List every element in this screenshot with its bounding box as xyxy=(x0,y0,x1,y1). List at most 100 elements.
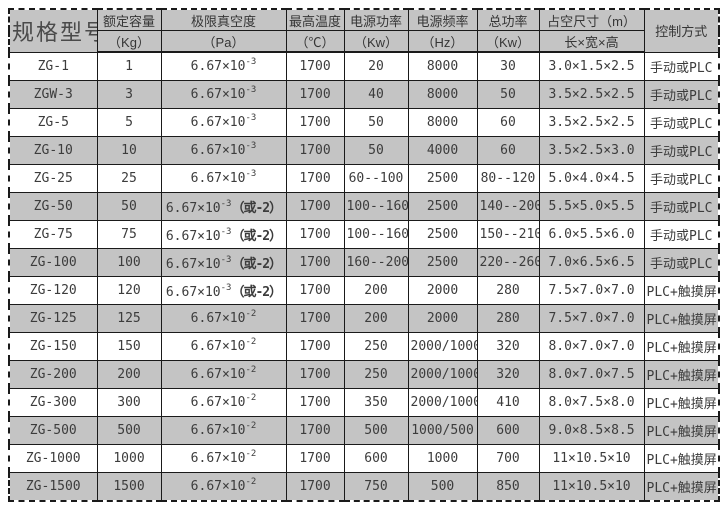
vacuum-base: 6.67×10 xyxy=(165,229,221,244)
cell-capacity: 150 xyxy=(96,332,162,361)
cell-control: 手动或PLC xyxy=(643,192,720,221)
cell-power: 100--160 xyxy=(343,192,409,221)
col-header-control: 控制方式 xyxy=(643,8,720,53)
cell-frequency: 2000/1000 xyxy=(407,332,478,361)
vacuum-base: 6.67×10 xyxy=(165,257,221,272)
cell-control: PLC+触摸屏 xyxy=(643,276,720,305)
vacuum-exponent: -3 xyxy=(245,168,257,179)
cell-temperature: 1700 xyxy=(285,164,345,193)
cell-power: 50 xyxy=(343,108,409,137)
vacuum-note: （或-2） xyxy=(231,257,282,272)
cell-model: ZG-500 xyxy=(8,416,98,445)
table-row: ZG-25 25 6.67×10-3 1700 60--100 2500 80--120 5.… xyxy=(8,164,720,193)
vacuum-base: 6.67×10 xyxy=(190,143,246,158)
cell-size: 3.5×2.5×2.5 xyxy=(538,108,645,137)
table-row: ZG-75 75 6.67×10-3（或-2） 1700 100--160 2500 150… xyxy=(8,220,720,249)
vacuum-base: 6.67×10 xyxy=(190,59,246,74)
vacuum-exponent: -2 xyxy=(245,420,257,431)
cell-model: ZG-1000 xyxy=(8,444,98,473)
cell-total-power: 410 xyxy=(476,388,540,417)
cell-power: 50 xyxy=(343,136,409,165)
cell-control: 手动或PLC xyxy=(643,164,720,193)
cell-size: 3.0×1.5×2.5 xyxy=(538,51,645,81)
vacuum-exponent: -3 xyxy=(245,112,257,123)
col-header-size: 占空尺寸（m） xyxy=(538,8,645,31)
cell-vacuum: 6.67×10-3（或-2） xyxy=(160,276,287,305)
cell-size: 8.0×7.0×7.5 xyxy=(538,360,645,389)
cell-power: 100--160 xyxy=(343,220,409,249)
table-row: ZG-500 500 6.67×10-2 1700 500 1000/500 600 9.0×… xyxy=(8,416,720,445)
col-header-total-power: 总功率 xyxy=(476,8,540,31)
cell-power: 250 xyxy=(343,360,409,389)
cell-capacity: 1500 xyxy=(96,472,162,502)
vacuum-base: 6.67×10 xyxy=(165,201,221,216)
cell-control: PLC+触摸屏 xyxy=(643,388,720,417)
cell-temperature: 1700 xyxy=(285,220,345,249)
cell-capacity: 1 xyxy=(96,51,162,81)
cell-total-power: 30 xyxy=(476,51,540,81)
vacuum-exponent: -3 xyxy=(220,226,232,237)
cell-capacity: 120 xyxy=(96,276,162,305)
spec-table: 规格型号 额定容量 极限真空度 最高温度 电源功率 电源频率 总功率 占空尺寸（… xyxy=(8,8,720,502)
spec-table-body: ZG-1 1 6.67×10-3 1700 20 8000 30 3.0×1.5×2.5 手动或… xyxy=(8,51,720,502)
vacuum-base: 6.67×10 xyxy=(190,451,246,466)
cell-capacity: 125 xyxy=(96,304,162,333)
cell-total-power: 600 xyxy=(476,416,540,445)
vacuum-note: （或-2） xyxy=(231,201,282,216)
cell-frequency: 2000 xyxy=(407,304,478,333)
vacuum-base: 6.67×10 xyxy=(165,285,221,300)
cell-model: ZG-1 xyxy=(8,51,98,81)
cell-frequency: 8000 xyxy=(407,108,478,137)
cell-vacuum: 6.67×10-2 xyxy=(160,360,287,389)
vacuum-note: （或-2） xyxy=(231,229,282,244)
cell-power: 600 xyxy=(343,444,409,473)
cell-power: 350 xyxy=(343,388,409,417)
cell-size: 7.5×7.0×7.0 xyxy=(538,276,645,305)
table-row: ZG-120 120 6.67×10-3（或-2） 1700 200 2000 280 7.5… xyxy=(8,276,720,305)
cell-frequency: 8000 xyxy=(407,80,478,109)
cell-vacuum: 6.67×10-2 xyxy=(160,332,287,361)
cell-size: 3.5×2.5×3.0 xyxy=(538,136,645,165)
table-row: ZG-10 10 6.67×10-3 1700 50 4000 60 3.5×2.5×3.0 手… xyxy=(8,136,720,165)
cell-power: 250 xyxy=(343,332,409,361)
vacuum-base: 6.67×10 xyxy=(190,395,246,410)
col-header-capacity: 额定容量 xyxy=(96,8,162,31)
cell-vacuum: 6.67×10-3 xyxy=(160,51,287,81)
cell-control: 手动或PLC xyxy=(643,108,720,137)
vacuum-exponent: -3 xyxy=(220,198,232,209)
cell-vacuum: 6.67×10-3（或-2） xyxy=(160,192,287,221)
cell-capacity: 50 xyxy=(96,192,162,221)
vacuum-base: 6.67×10 xyxy=(190,87,246,102)
table-row: ZG-50 50 6.67×10-3（或-2） 1700 100--160 2500 140… xyxy=(8,192,720,221)
cell-total-power: 50 xyxy=(476,80,540,109)
vacuum-base: 6.67×10 xyxy=(190,311,246,326)
cell-size: 8.0×7.0×7.0 xyxy=(538,332,645,361)
vacuum-base: 6.67×10 xyxy=(190,479,246,494)
table-row: ZG-1500 1500 6.67×10-2 1700 750 500 850 11×10.5… xyxy=(8,472,720,502)
cell-size: 11×10.5×10 xyxy=(538,472,645,502)
cell-control: 手动或PLC xyxy=(643,220,720,249)
vacuum-exponent: -3 xyxy=(245,140,257,151)
vacuum-note: （或-2） xyxy=(231,285,282,300)
table-row: ZGW-3 3 6.67×10-3 1700 40 8000 50 3.5×2.5×2.5 手动… xyxy=(8,80,720,109)
cell-control: PLC+触摸屏 xyxy=(643,472,720,502)
cell-frequency: 500 xyxy=(407,472,478,502)
cell-size: 6.0×5.5×6.0 xyxy=(538,220,645,249)
cell-capacity: 10 xyxy=(96,136,162,165)
cell-power: 500 xyxy=(343,416,409,445)
cell-total-power: 700 xyxy=(476,444,540,473)
cell-total-power: 320 xyxy=(476,332,540,361)
cell-control: PLC+触摸屏 xyxy=(643,360,720,389)
col-unit-size: 长×宽×高 xyxy=(538,30,645,53)
cell-model: ZG-75 xyxy=(8,220,98,249)
vacuum-base: 6.67×10 xyxy=(190,423,246,438)
cell-total-power: 280 xyxy=(476,276,540,305)
cell-capacity: 100 xyxy=(96,248,162,277)
cell-vacuum: 6.67×10-3（或-2） xyxy=(160,248,287,277)
vacuum-exponent: -2 xyxy=(245,448,257,459)
header-label-row: 规格型号 额定容量 极限真空度 最高温度 电源功率 电源频率 总功率 占空尺寸（… xyxy=(8,8,720,53)
cell-total-power: 150--210 xyxy=(476,220,540,249)
cell-model: ZG-125 xyxy=(8,304,98,333)
col-header-power: 电源功率 xyxy=(343,8,409,31)
cell-vacuum: 6.67×10-2 xyxy=(160,472,287,502)
